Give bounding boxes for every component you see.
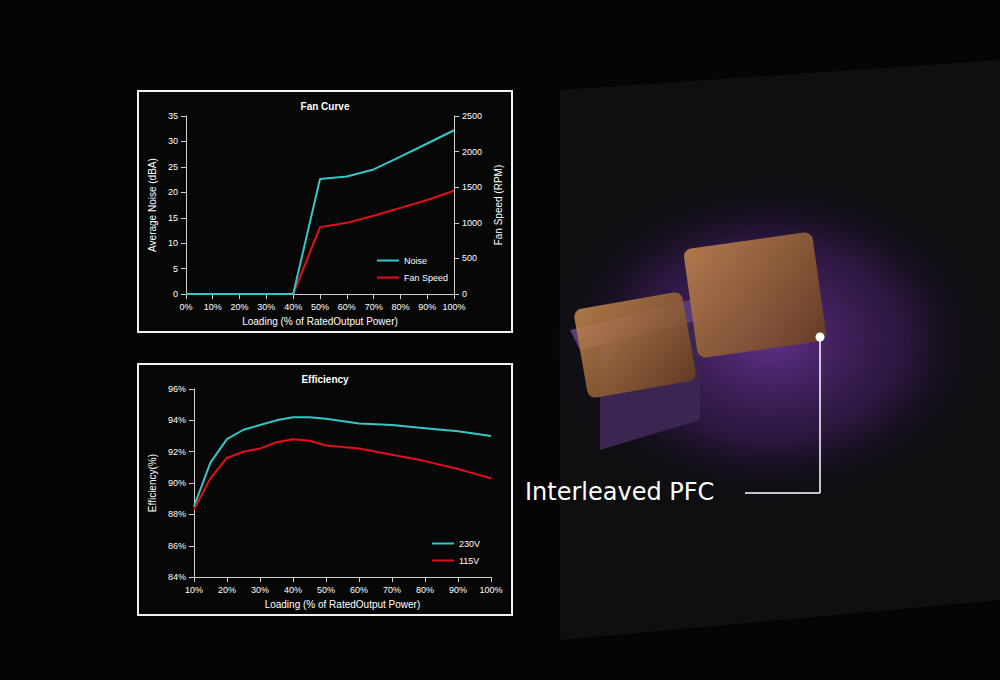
svg-text:90%: 90%	[168, 478, 186, 488]
svg-text:2500: 2500	[462, 111, 482, 121]
svg-text:10%: 10%	[204, 302, 222, 312]
svg-text:1500: 1500	[462, 182, 482, 192]
svg-text:5: 5	[173, 264, 178, 274]
svg-text:60%: 60%	[338, 302, 356, 312]
svg-text:80%: 80%	[391, 302, 409, 312]
svg-text:15: 15	[168, 213, 178, 223]
svg-text:20: 20	[168, 187, 178, 197]
svg-text:Efficiency(%): Efficiency(%)	[147, 454, 158, 512]
svg-text:20%: 20%	[218, 585, 236, 595]
svg-text:30%: 30%	[251, 585, 269, 595]
svg-text:100%: 100%	[443, 302, 466, 312]
svg-text:1000: 1000	[462, 218, 482, 228]
svg-text:50%: 50%	[317, 585, 335, 595]
svg-text:88%: 88%	[168, 509, 186, 519]
svg-text:Loading (% of RatedOutput Powe: Loading (% of RatedOutput Power)	[265, 599, 421, 610]
svg-text:Efficiency: Efficiency	[301, 374, 349, 385]
svg-text:35: 35	[168, 111, 178, 121]
svg-text:20%: 20%	[231, 302, 249, 312]
svg-text:84%: 84%	[168, 572, 186, 582]
svg-text:86%: 86%	[168, 541, 186, 551]
svg-text:0: 0	[173, 289, 178, 299]
svg-text:50%: 50%	[311, 302, 329, 312]
svg-text:10: 10	[168, 238, 178, 248]
svg-text:500: 500	[462, 253, 477, 263]
svg-text:Fan Curve: Fan Curve	[301, 101, 350, 112]
svg-text:40%: 40%	[284, 302, 302, 312]
svg-text:10%: 10%	[185, 585, 203, 595]
svg-text:230V: 230V	[459, 539, 480, 549]
svg-text:96%: 96%	[168, 384, 186, 394]
html-text:Interleaved PFC: Interleaved PFC	[525, 478, 715, 506]
svg-text:60%: 60%	[350, 585, 368, 595]
svg-text:92%: 92%	[168, 447, 186, 457]
svg-text:94%: 94%	[168, 415, 186, 425]
svg-text:100%: 100%	[479, 585, 502, 595]
svg-text:0: 0	[462, 289, 467, 299]
svg-text:Loading (% of RatedOutput Powe: Loading (% of RatedOutput Power)	[242, 316, 398, 327]
svg-text:80%: 80%	[416, 585, 434, 595]
svg-text:115V: 115V	[459, 556, 479, 566]
svg-text:Average Noise (dBA): Average Noise (dBA)	[147, 158, 158, 252]
svg-text:0%: 0%	[179, 302, 192, 312]
svg-text:30: 30	[168, 136, 178, 146]
svg-text:70%: 70%	[383, 585, 401, 595]
svg-text:90%: 90%	[418, 302, 436, 312]
svg-text:25: 25	[168, 162, 178, 172]
svg-text:Fan Speed (RPM): Fan Speed (RPM)	[493, 165, 504, 246]
svg-text:Fan Speed: Fan Speed	[404, 273, 448, 283]
svg-text:40%: 40%	[284, 585, 302, 595]
svg-text:90%: 90%	[449, 585, 467, 595]
svg-text:30%: 30%	[257, 302, 275, 312]
svg-text:70%: 70%	[365, 302, 383, 312]
svg-text:Noise: Noise	[404, 256, 427, 266]
svg-text:2000: 2000	[462, 147, 482, 157]
